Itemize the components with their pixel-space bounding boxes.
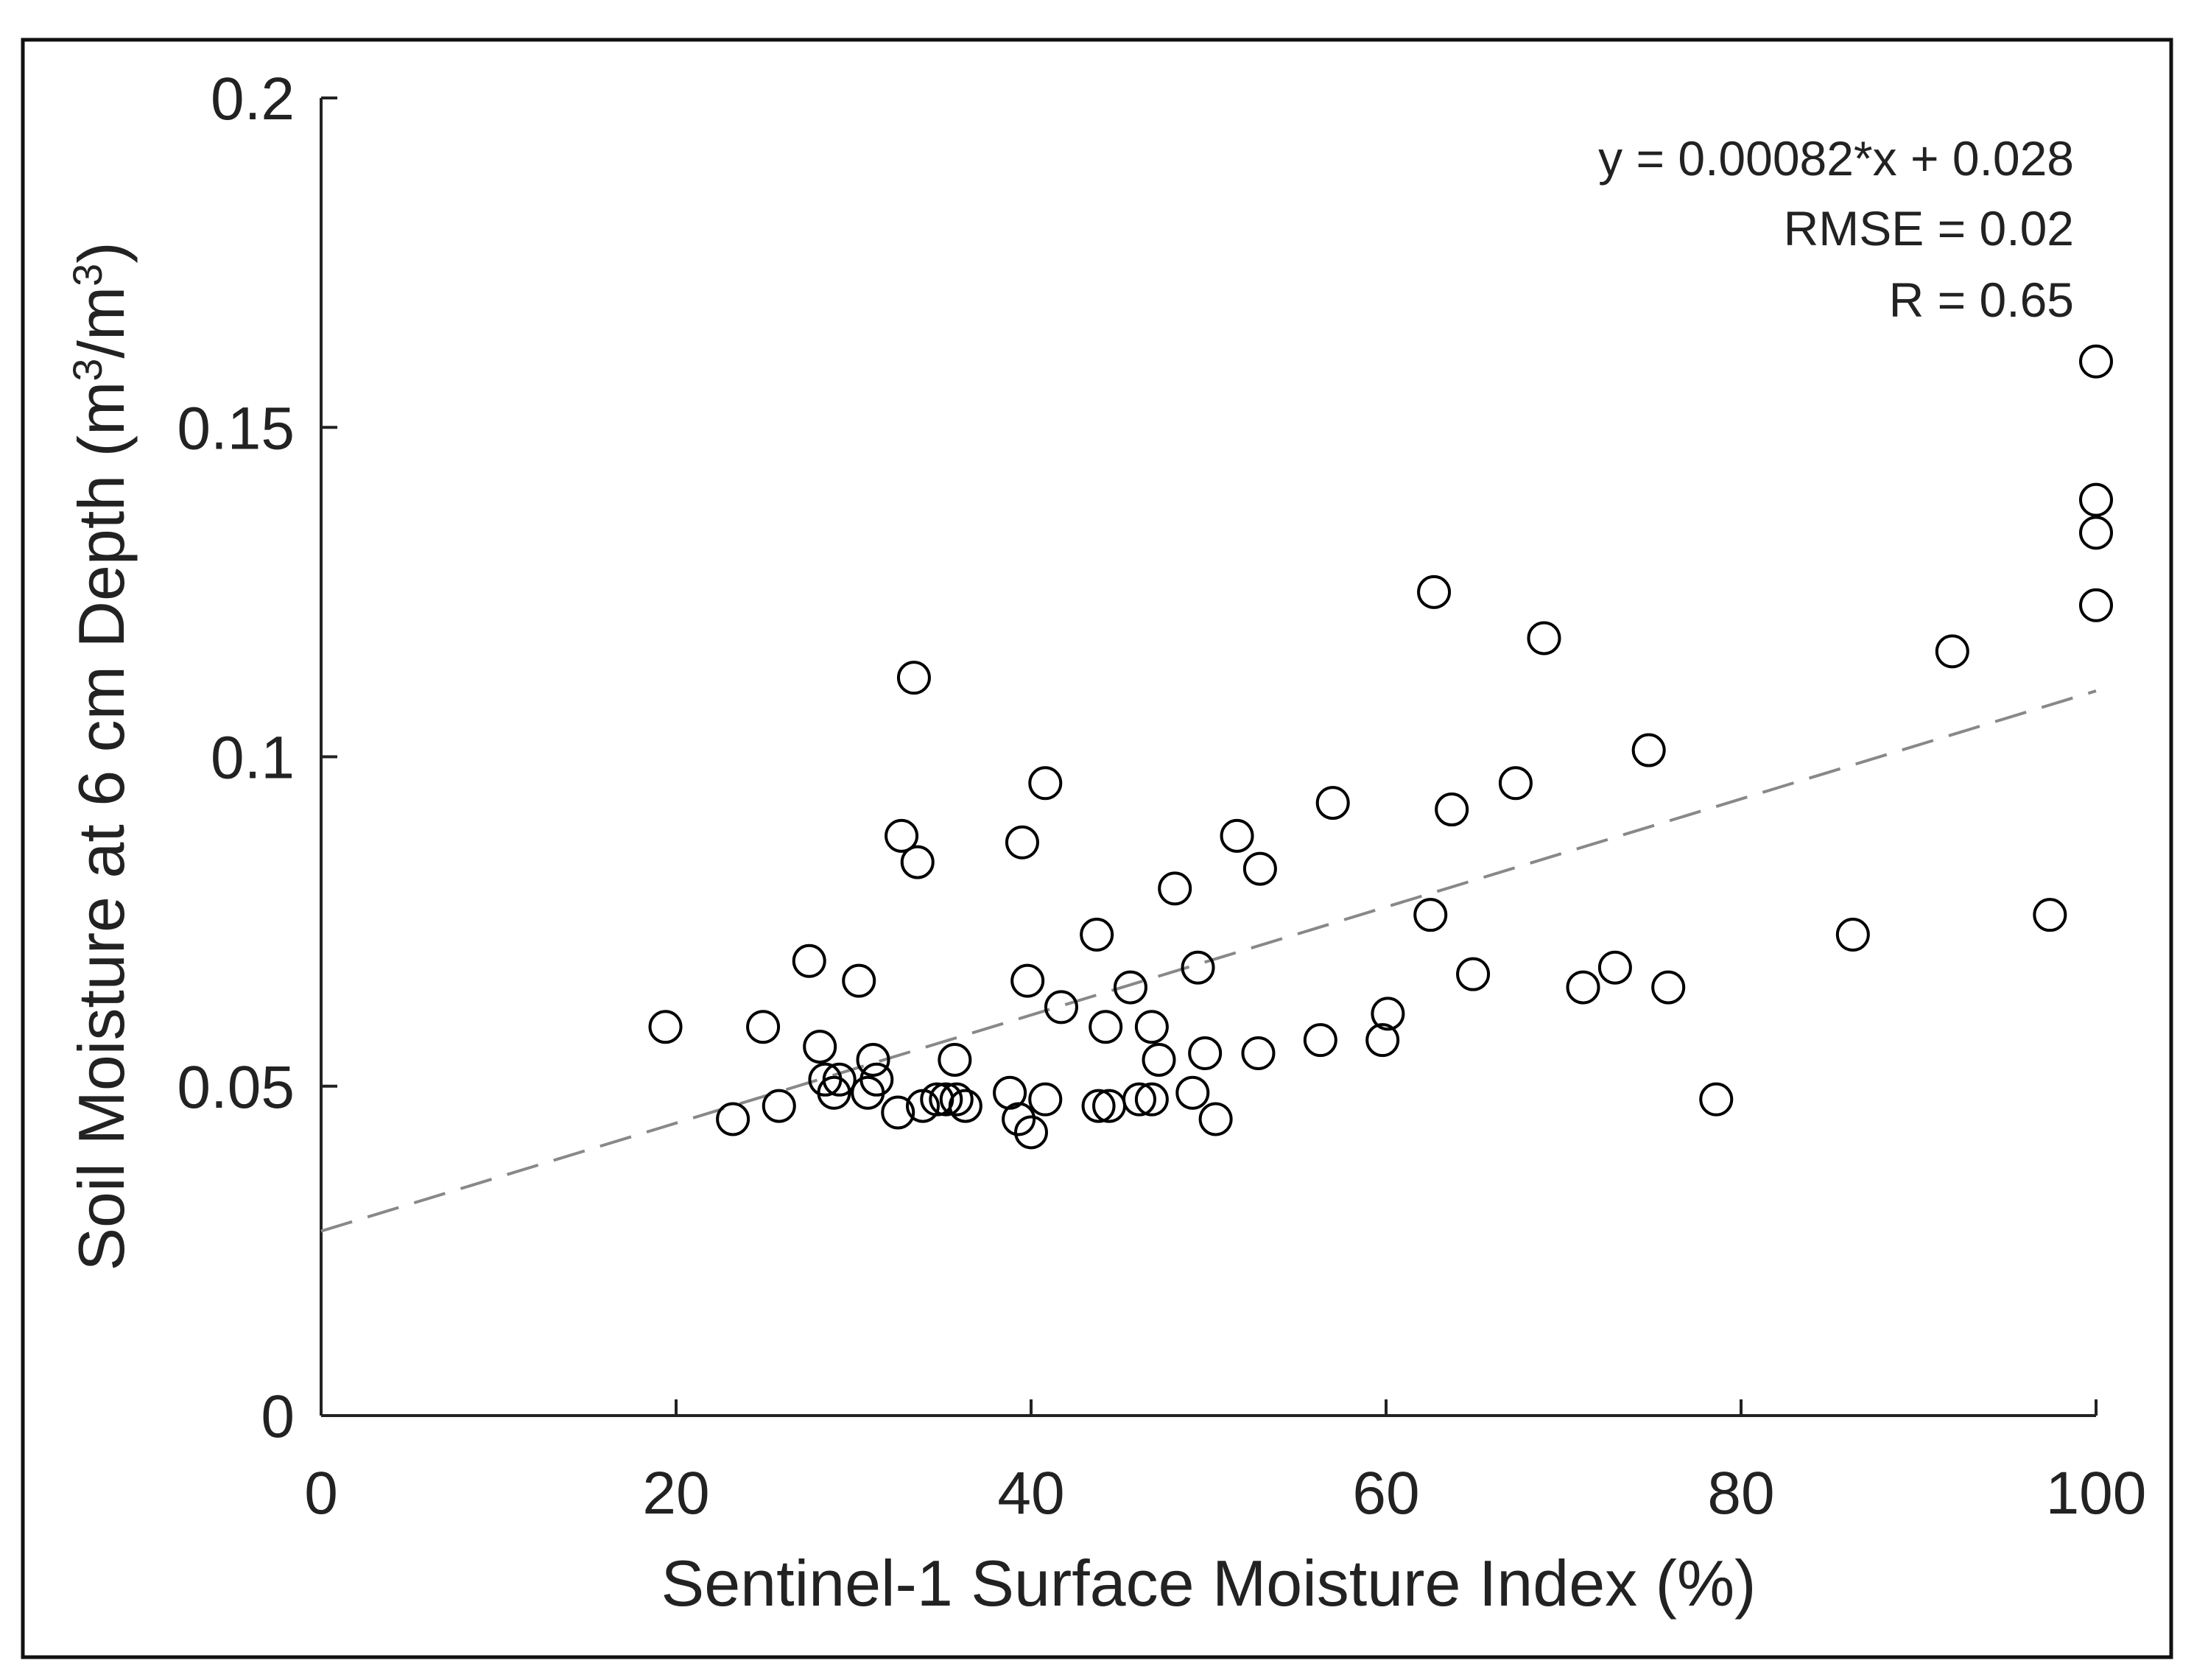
y-tick-label: 0.1 xyxy=(211,725,295,792)
x-ticks: 0 20 40 60 80 100 xyxy=(304,1399,2146,1527)
data-point xyxy=(1835,918,1870,952)
data-point xyxy=(1498,766,1533,801)
data-point xyxy=(1417,574,1452,609)
x-tick-label: 40 xyxy=(997,1460,1064,1527)
data-point xyxy=(822,1062,857,1097)
y-axis-title-exp1: 3 xyxy=(64,359,110,382)
data-point xyxy=(1175,1075,1210,1110)
y-tick-label: 0 xyxy=(261,1383,295,1450)
data-point xyxy=(2033,898,2067,932)
y-axis-title-main: Soil Moisture at 6 cm Depth (m xyxy=(65,382,138,1271)
y-tick-label: 0.15 xyxy=(177,395,295,462)
figure-border xyxy=(21,38,2173,1659)
data-point xyxy=(2079,588,2113,622)
data-point xyxy=(842,963,876,998)
data-point xyxy=(1456,957,1491,991)
y-tick-label: 0.05 xyxy=(177,1054,295,1121)
x-axis-title: Sentinel-1 Surface Moisture Index (%) xyxy=(661,1547,1757,1620)
regression-fit-line xyxy=(320,689,2097,1233)
data-point xyxy=(1651,970,1686,1005)
data-point xyxy=(1028,766,1063,801)
y-axis-title-end: ) xyxy=(65,242,138,263)
y-ticks: 0 0.05 0.1 0.15 0.2 xyxy=(177,66,337,1450)
data-point xyxy=(1220,818,1254,853)
data-point xyxy=(1597,950,1632,985)
y-axis-title-mid: /m xyxy=(65,287,138,359)
data-point xyxy=(1371,997,1405,1031)
data-point xyxy=(1181,950,1215,985)
x-tick-label: 100 xyxy=(2046,1460,2147,1527)
data-point xyxy=(1435,792,1469,827)
data-point xyxy=(1002,1102,1036,1136)
data-point xyxy=(1081,1089,1116,1123)
data-point xyxy=(803,1030,837,1064)
data-point xyxy=(1188,1036,1223,1071)
data-point xyxy=(938,1042,972,1077)
data-point xyxy=(896,661,931,695)
data-point xyxy=(1005,825,1039,860)
data-point xyxy=(1527,621,1561,656)
fit-layer xyxy=(320,689,2097,1233)
data-point xyxy=(2079,344,2113,379)
data-point xyxy=(948,1089,982,1123)
data-point xyxy=(1241,1036,1276,1071)
annotation-equation: y = 0.00082*x + 0.028 xyxy=(1598,131,2074,186)
data-point xyxy=(1158,871,1192,906)
data-point xyxy=(1631,733,1666,767)
data-point xyxy=(939,1082,974,1117)
x-tick-label: 60 xyxy=(1352,1460,1419,1527)
data-point xyxy=(1080,918,1114,952)
data-point xyxy=(859,1062,894,1097)
data-point xyxy=(792,943,826,978)
data-point xyxy=(1315,786,1350,820)
data-point xyxy=(1134,1010,1169,1044)
points-layer xyxy=(648,344,2113,1150)
annotation-r: R = 0.65 xyxy=(1889,273,2074,327)
data-point xyxy=(1935,634,1969,669)
data-point xyxy=(1044,990,1078,1024)
data-point xyxy=(1198,1102,1233,1136)
y-axis-title: Soil Moisture at 6 cm Depth (m3/m3) xyxy=(64,242,138,1270)
x-tick-label: 20 xyxy=(642,1460,709,1527)
data-point xyxy=(2079,482,2113,517)
x-tick-label: 0 xyxy=(304,1460,338,1527)
data-point xyxy=(1566,970,1600,1005)
data-point xyxy=(1242,851,1277,886)
data-point xyxy=(648,1010,683,1044)
data-point xyxy=(1134,1082,1169,1117)
data-point xyxy=(1010,963,1045,998)
data-point xyxy=(1699,1082,1734,1117)
data-point xyxy=(1089,1010,1123,1044)
data-point xyxy=(1142,1042,1176,1077)
data-point xyxy=(762,1089,796,1123)
data-point xyxy=(2079,516,2113,550)
data-point xyxy=(1014,1115,1048,1150)
data-point xyxy=(746,1010,781,1044)
data-point xyxy=(1303,1023,1337,1058)
data-point xyxy=(1122,1082,1157,1117)
data-point xyxy=(881,1095,915,1130)
x-tick-label: 80 xyxy=(1707,1460,1774,1527)
y-tick-label: 0.2 xyxy=(211,66,295,133)
data-point xyxy=(1365,1023,1400,1058)
data-point xyxy=(1413,898,1448,932)
y-axis-title-exp2: 3 xyxy=(64,264,110,287)
data-point xyxy=(856,1042,890,1077)
annotation-rmse: RMSE = 0.02 xyxy=(1784,201,2074,256)
data-point xyxy=(716,1102,750,1136)
data-point xyxy=(885,818,919,853)
data-point xyxy=(1113,970,1147,1005)
data-point xyxy=(929,1082,963,1117)
data-point xyxy=(1028,1082,1063,1117)
data-point xyxy=(900,845,935,879)
